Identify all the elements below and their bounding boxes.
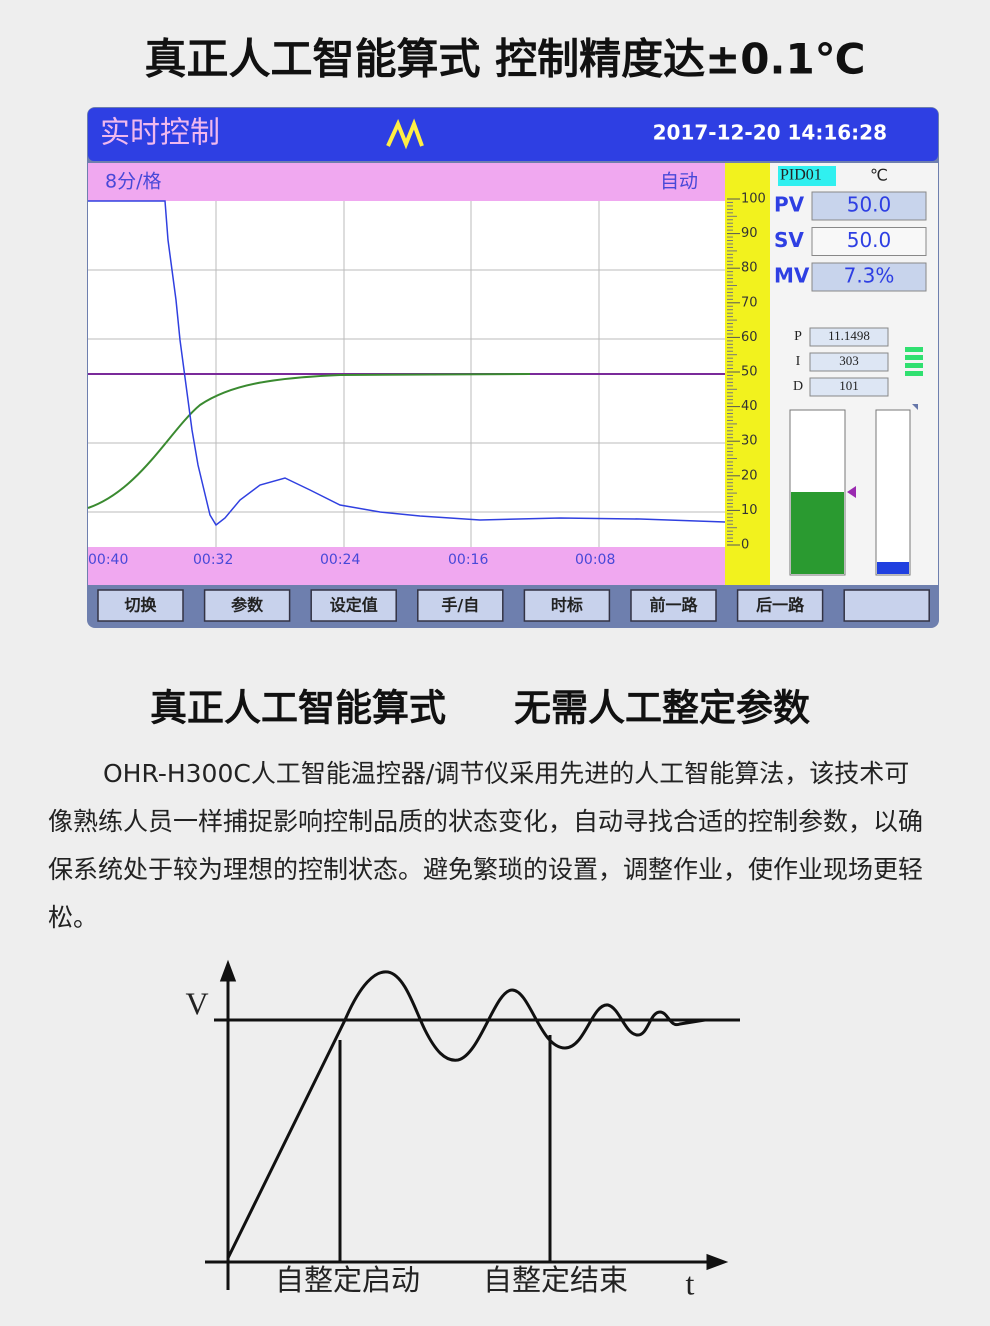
readout-label: SV [774, 228, 804, 252]
scale-label: 30 [741, 434, 758, 449]
param-label: P [794, 329, 802, 344]
param-box [809, 327, 889, 347]
readout-label: MV [774, 264, 810, 288]
param-value: 11.1498 [828, 328, 870, 343]
time-label: 00:08 [575, 552, 615, 568]
page-title: 真正人工智能算式 控制精度达±0.1℃ [144, 35, 865, 84]
bottom-band [88, 547, 725, 585]
scale-label: 80 [741, 261, 758, 276]
scale-label: 10 [741, 503, 758, 518]
gauge-1-fill [791, 492, 844, 574]
button[interactable] [310, 589, 397, 622]
section-title: 真正人工智能算式 [150, 687, 446, 730]
param-value: 303 [839, 353, 859, 368]
status-leds [905, 347, 923, 376]
scale-label: 70 [741, 295, 758, 310]
output-curve [88, 200, 726, 527]
gauge-marker-2 [912, 404, 918, 410]
mode: 自动 [660, 171, 698, 193]
param-label: I [796, 354, 801, 369]
param-label: D [793, 379, 803, 394]
scale-label: 100 [741, 192, 766, 207]
section-title: 无需人工整定参数 [514, 687, 810, 730]
scale-label: 0 [741, 538, 749, 553]
button-label[interactable]: 前一路 [649, 596, 698, 615]
body-text: OHR-H300C人工智能温控器/调节仪采用先进的人工智能算法，该技术可像熟练人… [48, 759, 924, 932]
time-label: 00:24 [320, 552, 360, 568]
button-label[interactable]: 切换 [124, 596, 157, 615]
interval: 8分/格 [105, 171, 162, 193]
marker-label: 自整定结束 [483, 1263, 628, 1297]
button[interactable] [736, 589, 824, 622]
logo [386, 118, 424, 150]
time-label: 00:32 [193, 552, 233, 568]
x-axis-label: t [686, 1265, 695, 1301]
button-label[interactable]: 参数 [231, 596, 264, 615]
button-label[interactable]: 时标 [551, 596, 583, 615]
readout-value: 7.3% [844, 264, 895, 288]
gauge-2 [875, 409, 911, 576]
top-band [88, 163, 725, 201]
time-label: 00:40 [88, 552, 128, 568]
screen-header [88, 108, 938, 161]
scale-label: 20 [741, 468, 758, 483]
time-label: 00:16 [448, 552, 488, 568]
button[interactable] [97, 589, 184, 622]
loop: PID01 [780, 167, 822, 184]
scale-label: 60 [741, 330, 758, 345]
loop-badge [778, 166, 836, 186]
button[interactable] [203, 589, 291, 622]
readout-box [811, 191, 927, 221]
readout-box [811, 262, 927, 292]
button[interactable] [843, 589, 930, 622]
button-label[interactable]: 设定值 [330, 596, 378, 615]
diagram [205, 959, 740, 1290]
readout-value: 50.0 [847, 228, 892, 252]
param-box [809, 352, 889, 372]
scale-label: 50 [741, 365, 758, 380]
readout-value: 50.0 [847, 193, 892, 217]
datetime: 2017-12-20 14:16:28 [653, 121, 887, 145]
gauge-marker [847, 486, 856, 498]
unit: ℃ [870, 166, 888, 185]
screen-title: 实时控制 [100, 116, 220, 151]
button-label[interactable]: 后一路 [756, 596, 805, 615]
readout-label: PV [774, 193, 805, 217]
param-value: 101 [839, 378, 859, 393]
param-box [809, 377, 889, 397]
scale-label: 40 [741, 399, 758, 414]
readout-box [811, 227, 927, 256]
button[interactable] [417, 589, 504, 622]
button-label[interactable]: 手/自 [441, 596, 479, 615]
pv-curve [87, 373, 531, 509]
gauge-2-fill [877, 562, 909, 574]
marker-label: 自整定启动 [275, 1263, 420, 1297]
y-axis-label: V [185, 985, 208, 1021]
scale-label: 90 [741, 226, 758, 241]
button[interactable] [523, 589, 611, 622]
button[interactable] [630, 589, 717, 622]
